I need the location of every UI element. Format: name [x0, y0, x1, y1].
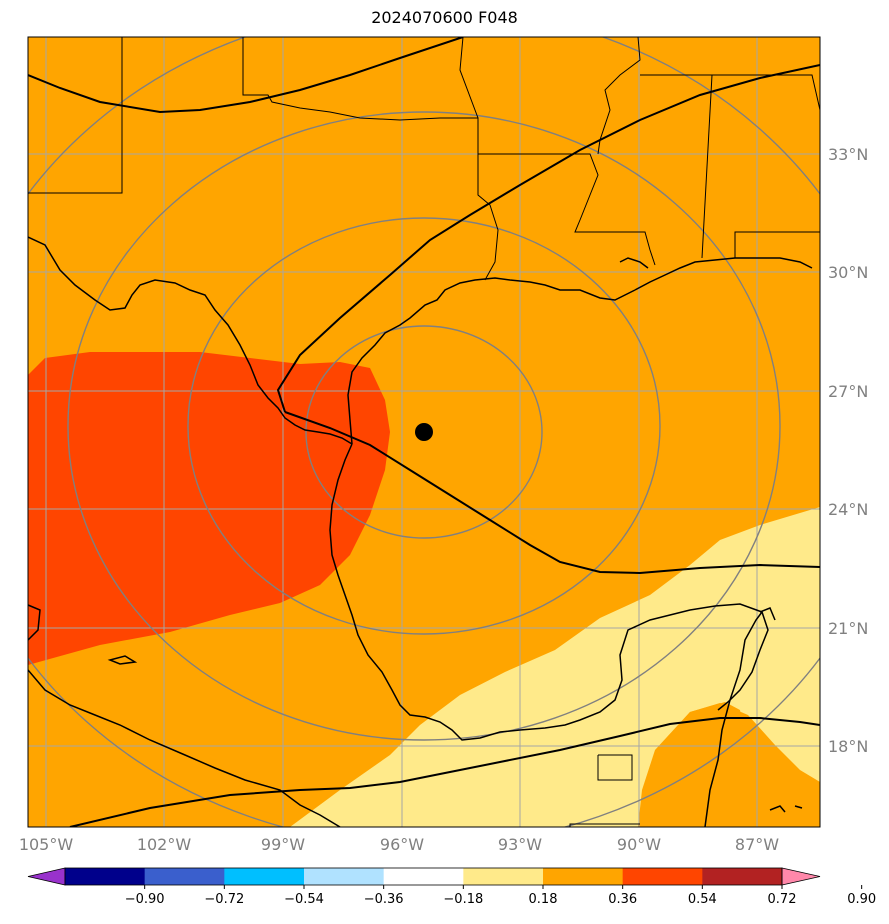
colorbar-tick-label: 0.72 [768, 892, 797, 907]
colorbar-tick-label: −0.72 [204, 892, 244, 907]
colorbar-tick-label: 0.18 [529, 892, 558, 907]
lon-label: 87°W [735, 835, 779, 854]
lon-label: 96°W [380, 835, 424, 854]
field-fill-yellow [290, 507, 820, 827]
lat-label: 27°N [828, 382, 868, 401]
colorbar-over-triangle [781, 867, 821, 886]
colorbar-tick-label: −0.90 [125, 892, 165, 907]
colorbar-swatch [463, 868, 544, 885]
colorbar-swatch [383, 868, 464, 885]
colorbar: −0.90 −0.72 −0.54 −0.36 −0.18 0.18 0.36 0.54 0.7… [27, 867, 876, 907]
colorbar-swatch [622, 868, 703, 885]
field-fill-orange-blob [638, 702, 745, 827]
coastlines [28, 236, 813, 827]
colorbar-tick-label: 0.54 [688, 892, 717, 907]
colorbar-swatch [702, 868, 783, 885]
colorbar-tick-label: −0.18 [443, 892, 483, 907]
colorbar-swatch [65, 868, 146, 885]
lat-label: 33°N [828, 145, 868, 164]
lon-label: 102°W [137, 835, 192, 854]
lon-label: 105°W [19, 835, 74, 854]
colorbar-swatch [304, 868, 385, 885]
colorbar-swatch [224, 868, 305, 885]
lon-label: 93°W [498, 835, 542, 854]
colorbar-frame [64, 867, 783, 886]
colorbar-tick-label: 0.36 [608, 892, 637, 907]
lat-label: 21°N [828, 619, 868, 638]
colorbar-under-triangle [27, 867, 66, 886]
map-frame [27, 36, 821, 828]
colorbar-tick-label: −0.36 [364, 892, 404, 907]
range-rings [28, 37, 820, 827]
lat-label: 18°N [828, 737, 868, 756]
map-plot-area [28, 37, 820, 827]
lon-label: 99°W [261, 835, 305, 854]
lat-label: 24°N [828, 500, 868, 519]
storm-center-marker [415, 423, 433, 441]
longitude-labels: 105°W 102°W 99°W 96°W 93°W 90°W 87°W [19, 835, 779, 854]
latitude-labels: 33°N 30°N 27°N 24°N 21°N 18°N [828, 145, 868, 756]
colorbar-swatch [144, 868, 225, 885]
lon-label: 90°W [617, 835, 661, 854]
colorbar-swatch [543, 868, 624, 885]
map-title: 2024070600 F048 [371, 8, 518, 27]
lat-label: 30°N [828, 263, 868, 282]
track-lines [28, 37, 820, 827]
colorbar-tick-label: −0.54 [284, 892, 324, 907]
graticule [28, 37, 820, 827]
political-borders [28, 37, 820, 827]
colorbar-tick-label: 0.90 [847, 892, 876, 907]
